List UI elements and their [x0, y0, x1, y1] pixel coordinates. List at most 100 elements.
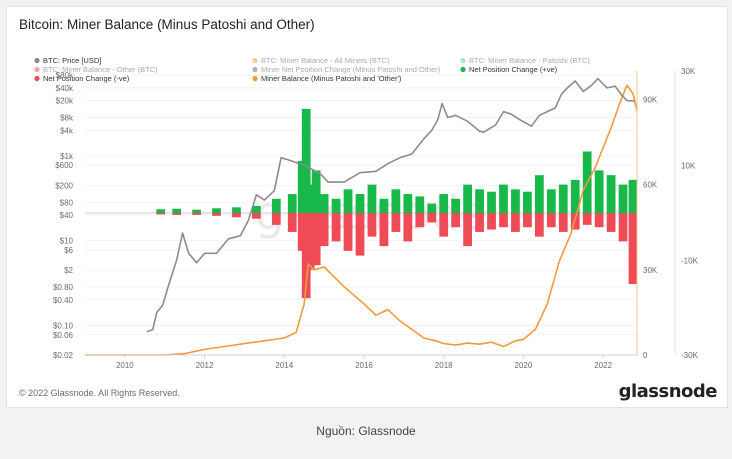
negative-bar	[156, 213, 166, 215]
y-mid-tick-label: 90K	[643, 95, 658, 104]
miner-balance-line	[85, 84, 638, 356]
x-tick-label: 2020	[515, 361, 533, 370]
negative-bar	[311, 213, 321, 266]
chart-card: Bitcoin: Miner Balance (Minus Patoshi an…	[6, 6, 728, 408]
y-left-tick-label: $200	[55, 181, 73, 190]
legend-marker	[34, 75, 40, 82]
positive-bar	[232, 207, 241, 213]
negative-bar	[287, 213, 297, 232]
negative-bar	[487, 213, 496, 230]
positive-bar	[628, 179, 638, 213]
negative-bar	[232, 213, 241, 218]
negative-bar	[172, 213, 182, 215]
chart-axes: 2010 2012 2014 2016 2018 2020 2022 $80k $40k $20k…	[53, 67, 699, 370]
negative-bar	[523, 213, 532, 228]
positive-bar	[172, 208, 182, 213]
negative-bar	[558, 213, 568, 232]
legend-label: Net Position Change (+ve)	[469, 65, 558, 74]
legend-label: BTC: Price [USD]	[43, 56, 101, 65]
y-left-tick-label: $0.10	[53, 321, 74, 330]
y-left-tick-label: $4k	[60, 126, 74, 135]
negative-bar	[628, 213, 638, 284]
y-mid-tick-label: 0	[643, 351, 648, 360]
btc-price-series	[146, 77, 636, 333]
negative-bar	[319, 213, 329, 247]
copyright-footer: © 2022 Glassnode. All Rights Reserved.	[19, 388, 180, 398]
positive-bar	[379, 198, 389, 213]
y-left-tick-label: $40	[60, 211, 74, 220]
legend-marker	[252, 66, 258, 73]
y-left-tick-label: $20k	[56, 97, 74, 106]
miner-balance-series	[85, 84, 638, 356]
legend-label: BTC: Miner Balance - Patoshi (BTC)	[469, 56, 590, 65]
positive-bar	[618, 184, 628, 213]
negative-bar	[534, 213, 544, 237]
y-left-tick-label: $0.40	[53, 296, 74, 305]
negative-bar	[271, 213, 281, 225]
legend-marker	[34, 57, 40, 64]
legend-marker	[252, 75, 258, 82]
negative-bar	[343, 213, 353, 251]
negative-bar	[451, 213, 461, 228]
negative-bar	[594, 213, 604, 228]
y-left-tick-label: $80	[60, 198, 74, 207]
positive-bar	[606, 175, 616, 213]
y-left-tick-label: $0.02	[53, 351, 74, 360]
positive-bar	[534, 175, 544, 213]
chart-legend: BTC: Price [USD] BTC: Miner Balance - All…	[34, 56, 590, 83]
btc-price-line	[146, 77, 636, 333]
positive-bar	[192, 209, 201, 213]
positive-bar	[427, 203, 437, 213]
negative-bar	[499, 213, 508, 228]
y-left-tick-label: $6	[64, 246, 73, 255]
positive-bar	[319, 194, 329, 213]
x-tick-label: 2022	[594, 361, 612, 370]
legend-label: BTC: Miner Balance - Other (BTC)	[43, 65, 158, 74]
legend-marker	[252, 57, 258, 64]
negative-bar	[192, 213, 201, 215]
negative-bar	[391, 213, 401, 232]
y-mid-tick-label: 60K	[643, 181, 658, 190]
legend-label: Miner Balance (Minus Patoshi and 'Other'…	[261, 74, 402, 83]
positive-bar	[271, 198, 281, 213]
positive-bar	[403, 194, 413, 213]
positive-bar	[287, 194, 297, 213]
positive-bar	[415, 196, 425, 213]
positive-bar	[451, 198, 461, 213]
negative-bar	[379, 213, 389, 247]
negative-bar	[606, 213, 616, 232]
negative-bar	[415, 213, 425, 228]
positive-bar	[367, 184, 377, 213]
positive-bar	[311, 170, 321, 213]
chart-svg: BTC: Price [USD] BTC: Miner Balance - All…	[34, 56, 699, 370]
source-caption: Nguồn: Glassnode	[316, 424, 416, 438]
positive-bar	[439, 194, 449, 213]
negative-bar	[355, 213, 365, 256]
negative-bar	[475, 213, 484, 232]
negative-bar	[511, 213, 520, 232]
x-tick-label: 2018	[435, 361, 453, 370]
positive-bar	[511, 189, 520, 213]
positive-bar	[463, 184, 472, 213]
glassnode-logo: glassnode	[618, 381, 718, 402]
negative-bar	[439, 213, 449, 237]
positive-bar	[546, 189, 556, 213]
negative-bar	[582, 213, 592, 225]
positive-bar	[594, 170, 604, 213]
negative-bar	[305, 213, 315, 270]
y-right-tick-label: 30K	[681, 67, 696, 76]
y-left-tick-label: $8k	[60, 114, 74, 123]
positive-bar	[331, 198, 341, 213]
negative-bar	[403, 213, 413, 242]
negative-bar	[427, 213, 437, 223]
negative-bar	[212, 213, 221, 216]
positive-bar	[301, 108, 311, 213]
negative-bar	[331, 213, 341, 242]
positive-bar	[251, 205, 261, 213]
legend-label: BTC: Miner Balance - All Miners (BTC)	[261, 56, 390, 65]
positive-bar	[391, 189, 401, 213]
x-tick-label: 2014	[275, 361, 293, 370]
y-left-tick-label: $600	[55, 161, 73, 170]
positive-bar	[558, 184, 568, 213]
legend-marker	[34, 66, 40, 73]
